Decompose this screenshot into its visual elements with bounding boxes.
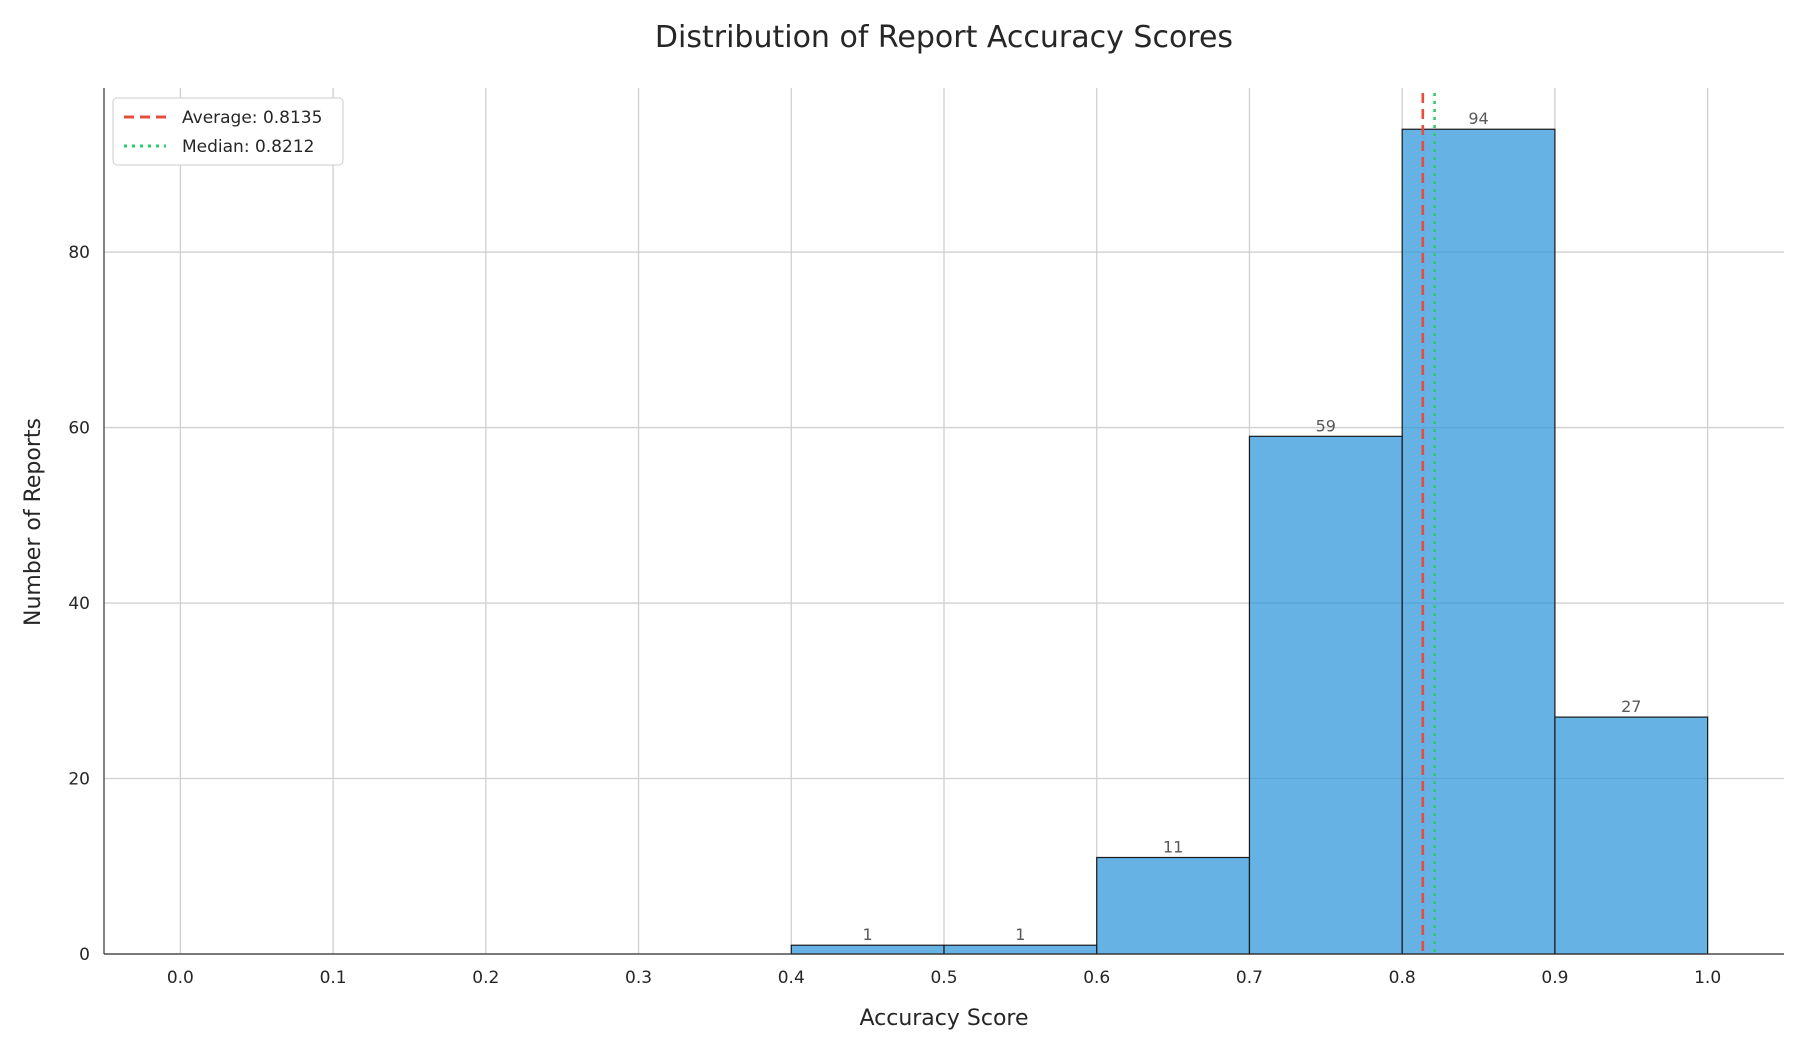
x-tick-label: 0.5	[930, 968, 957, 988]
x-tick-label: 0.9	[1541, 968, 1568, 988]
legend: Average: 0.8135 Median: 0.8212	[112, 97, 344, 166]
histogram-bar	[1401, 128, 1556, 955]
y-axis-label: Number of Reports	[21, 418, 46, 626]
x-tick-label: 0.0	[167, 968, 194, 988]
histogram-bar	[1096, 856, 1251, 955]
x-axis-label: Accuracy Score	[859, 1006, 1028, 1031]
x-tick-label: 0.1	[320, 968, 347, 988]
histogram-bar	[1248, 435, 1403, 955]
y-tick-label: 80	[68, 243, 90, 263]
bar-count-label: 1	[1015, 925, 1025, 944]
bar-count-label: 94	[1468, 109, 1488, 128]
x-tick-label: 0.2	[472, 968, 499, 988]
legend-average-label: Average: 0.8135	[182, 108, 322, 128]
x-axis-ticks: 0.0 0.1 0.2 0.3 0.4 0.5 0.6 0.7 0.8 0.9 1.0	[167, 968, 1721, 988]
bar-count-label: 27	[1621, 697, 1641, 716]
x-tick-label: 0.8	[1389, 968, 1416, 988]
x-tick-label: 0.7	[1236, 968, 1263, 988]
bar-count-label: 11	[1163, 837, 1183, 856]
histogram-bar	[790, 944, 945, 955]
bar-count-label: 1	[863, 925, 873, 944]
legend-box	[112, 97, 344, 166]
x-tick-label: 0.4	[778, 968, 805, 988]
axes	[103, 88, 1784, 955]
histogram-bars	[790, 128, 1709, 955]
y-tick-label: 40	[68, 594, 90, 614]
x-tick-label: 0.6	[1083, 968, 1110, 988]
x-tick-label: 1.0	[1694, 968, 1721, 988]
y-tick-label: 20	[68, 770, 90, 790]
chart-title: Distribution of Report Accuracy Scores	[655, 20, 1233, 55]
y-tick-label: 0	[79, 945, 90, 965]
y-axis-ticks: 0 20 40 60 80	[68, 243, 90, 965]
histogram-bar	[1554, 716, 1709, 955]
x-tick-label: 0.3	[625, 968, 652, 988]
y-tick-label: 60	[68, 419, 90, 439]
legend-median-label: Median: 0.8212	[182, 137, 314, 157]
bar-count-label: 59	[1316, 416, 1336, 435]
histogram-bar	[943, 944, 1098, 955]
